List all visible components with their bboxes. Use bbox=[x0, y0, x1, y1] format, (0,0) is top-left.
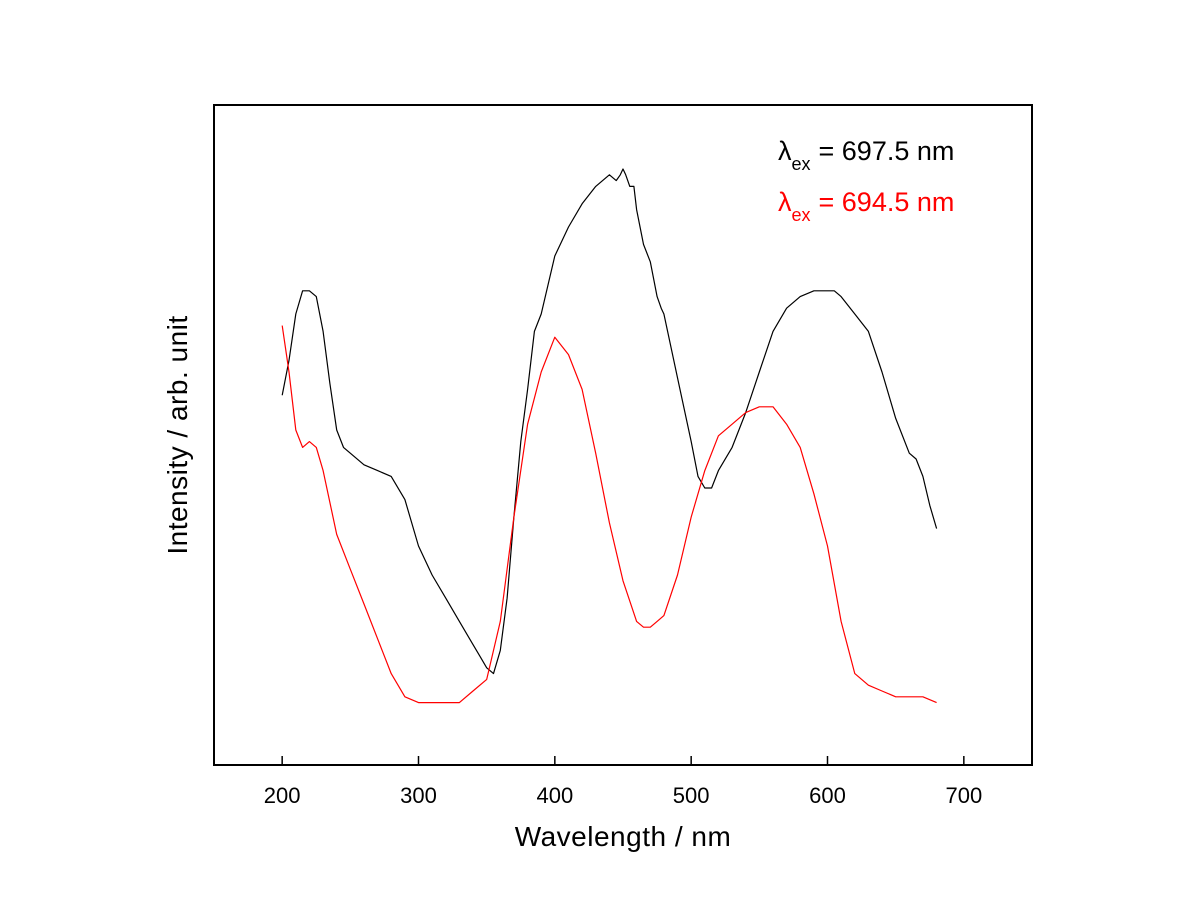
x-tick-label-600: 600 bbox=[809, 783, 846, 808]
series-layer bbox=[281, 168, 938, 704]
x-tick-label-500: 500 bbox=[673, 783, 710, 808]
x-axis-ticks: 200 300 400 500 600 700 bbox=[264, 756, 982, 808]
legend: λex = 697.5 nm λex = 694.5 nm bbox=[778, 136, 954, 225]
legend-entry-2-symbol: λ bbox=[778, 187, 792, 217]
legend-entry-1: λex = 697.5 nm bbox=[778, 136, 954, 174]
x-tick-label-400: 400 bbox=[536, 783, 573, 808]
legend-entry-2-text: = 694.5 nm bbox=[819, 187, 955, 217]
x-tick-label-700: 700 bbox=[945, 783, 982, 808]
x-tick-label-200: 200 bbox=[264, 783, 301, 808]
series-line-2 bbox=[281, 325, 937, 704]
legend-entry-2-subscript: ex bbox=[792, 205, 811, 225]
plot-frame bbox=[213, 104, 1033, 766]
legend-entry-1-subscript: ex bbox=[792, 154, 811, 174]
legend-entry-2: λex = 694.5 nm bbox=[778, 187, 954, 225]
x-tick-label-300: 300 bbox=[400, 783, 437, 808]
legend-entry-1-symbol: λ bbox=[778, 136, 792, 166]
series-line-1 bbox=[281, 168, 938, 675]
x-axis-title: Wavelength / nm bbox=[515, 821, 732, 852]
y-axis-title: Intensity / arb. unit bbox=[162, 315, 193, 554]
legend-entry-1-text: = 697.5 nm bbox=[819, 136, 955, 166]
